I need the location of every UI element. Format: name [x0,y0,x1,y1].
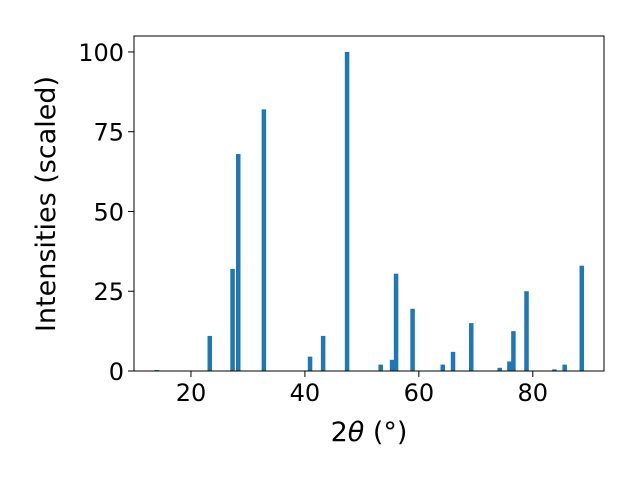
bar [344,51,350,371]
y-tick-label: 0 [109,358,124,386]
bar [562,364,567,371]
x-tick-label: 40 [290,379,321,407]
x-ticks: 20 40 60 80 [176,371,548,407]
bar [261,109,267,371]
x-tick-label: 80 [518,379,549,407]
y-tick-label: 100 [78,39,124,67]
bar [450,351,456,371]
y-tick-label: 50 [93,198,124,226]
bar [378,364,383,371]
bar [389,359,395,371]
bar [410,308,415,371]
bar [307,356,313,371]
bar [497,367,502,371]
y-axis-label: Intensities (scaled) [31,76,62,332]
bar [511,331,516,371]
bar [236,154,241,371]
bar [393,273,399,371]
y-ticks: 0 25 50 75 100 [78,39,134,386]
x-axis-label: 2θ (°) [331,417,408,448]
y-tick-label: 75 [93,119,124,147]
y-tick-label: 25 [93,278,124,306]
bar [440,364,446,371]
x-tick-label: 20 [176,379,207,407]
bar [320,335,326,371]
bars-layer [154,51,585,371]
bar [524,291,529,371]
bar [507,361,512,371]
plot-frame [133,35,605,372]
x-tick-label: 60 [404,379,435,407]
bar [469,323,474,371]
bar [207,335,213,371]
bar [579,265,585,371]
bar [230,268,235,371]
bar [552,369,557,371]
